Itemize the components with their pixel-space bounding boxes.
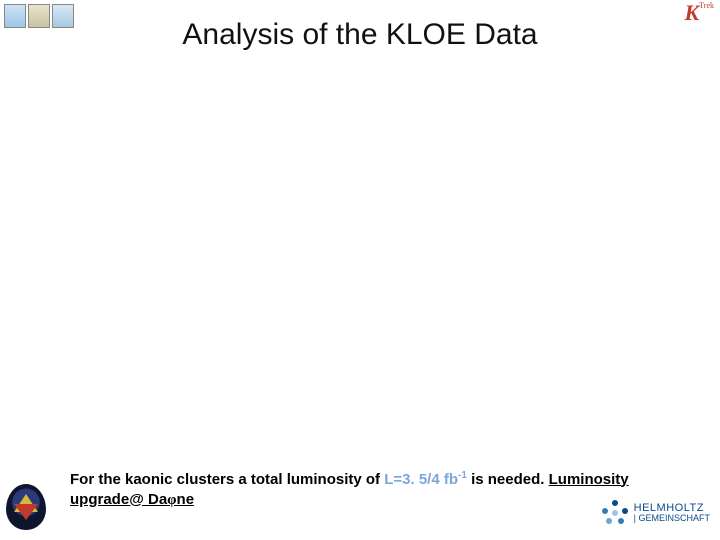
footer-paragraph: For the kaonic clusters a total luminosi… xyxy=(70,469,630,511)
ktrek-sub: Trek xyxy=(699,1,714,10)
helmholtz-logo: HELMHOLTZ | GEMEINSCHAFT xyxy=(602,500,710,526)
helmholtz-mark-icon xyxy=(602,500,628,526)
page-title: Analysis of the KLOE Data xyxy=(0,18,720,52)
helmholtz-text: HELMHOLTZ | GEMEINSCHAFT xyxy=(634,502,710,524)
dafne-post: ne xyxy=(177,491,195,508)
crest-shape-icon xyxy=(6,484,46,530)
dafne-pre: Da xyxy=(148,491,167,508)
luminosity-exp: -1 xyxy=(458,470,467,481)
helmholtz-line2: | GEMEINSCHAFT xyxy=(634,514,710,524)
crest-logo-icon xyxy=(6,484,46,530)
upgrade-at: @ xyxy=(129,491,148,508)
footer-mid: is needed. xyxy=(467,471,549,488)
phi-icon: φ xyxy=(167,492,176,508)
slide: KTrek Analysis of the KLOE Data For the … xyxy=(0,0,720,540)
luminosity-value: L=3. 5/4 fb xyxy=(384,471,458,488)
footer-pre: For the kaonic clusters a total luminosi… xyxy=(70,471,384,488)
